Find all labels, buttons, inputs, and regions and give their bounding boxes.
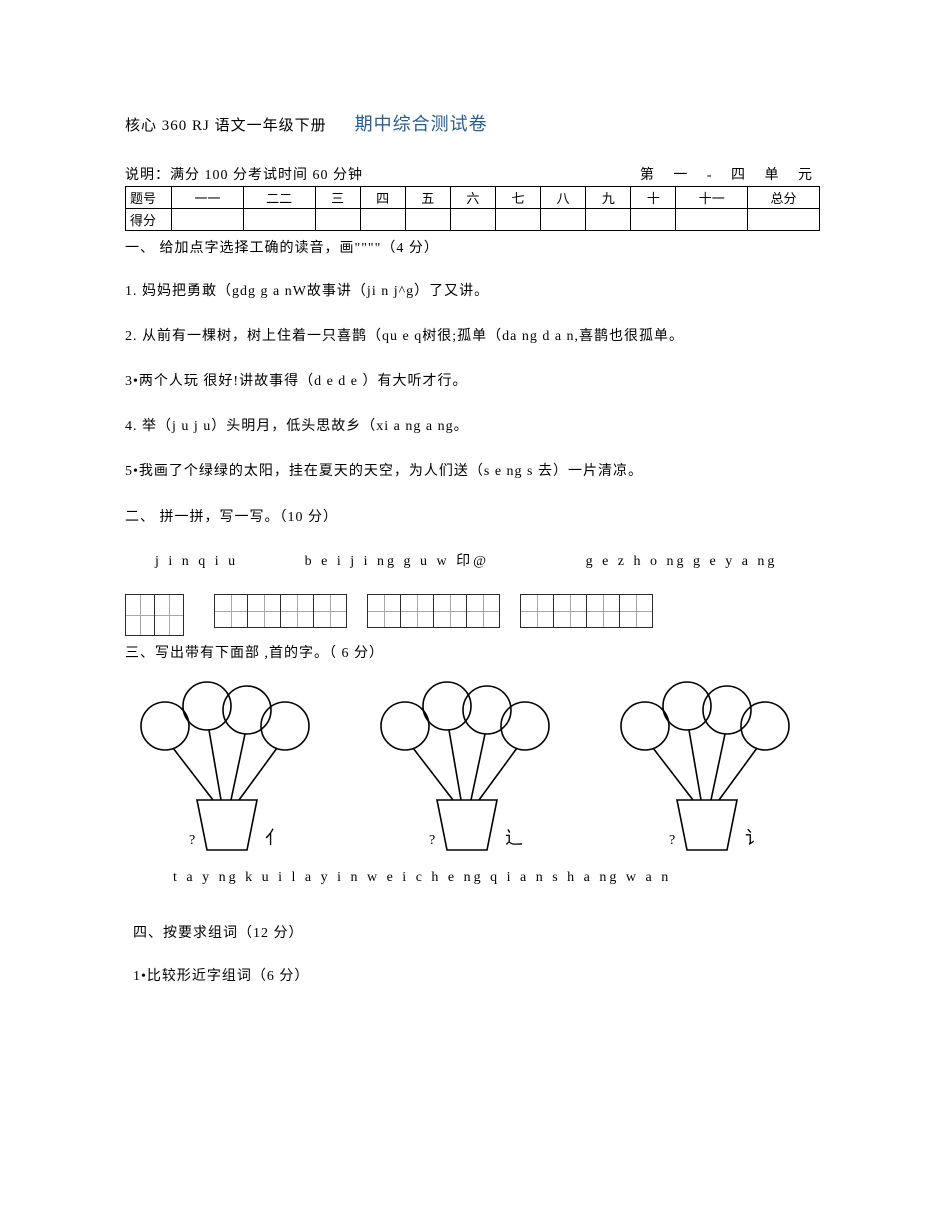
pinyin-c: g e z h o ng g e y a ng bbox=[586, 554, 778, 569]
q-mark: ? bbox=[189, 833, 195, 848]
col-cell: 六 bbox=[450, 187, 495, 209]
writing-grid bbox=[125, 594, 184, 636]
col-cell bbox=[172, 209, 244, 231]
col-cell bbox=[495, 209, 540, 231]
col-cell bbox=[631, 209, 676, 231]
q4-sub: 1•比较形近字组词（6 分） bbox=[133, 966, 820, 987]
desc-left: 说明：满分 100 分考试时间 60 分钟 bbox=[125, 164, 363, 184]
title-left: 核心 360 RJ 语文一年级下册 bbox=[125, 114, 327, 135]
q3-title: 三、写出带有下面部 ,首的字。（ 6 分） bbox=[125, 642, 820, 662]
pot-label: 讠 bbox=[745, 828, 763, 848]
score-table: 题号 一一 二二 三 四 五 六 七 八 九 十 十一 总分 得分 bbox=[125, 186, 820, 231]
table-row: 得分 bbox=[126, 209, 820, 231]
q2-title: 二、 拼一拼，写一写。（10 分） bbox=[125, 506, 820, 526]
desc-right: 第 一 - 四 单 元 bbox=[640, 164, 820, 184]
flower-pot-icon: ? 讠 bbox=[605, 680, 805, 860]
flower-pot-icon: ? 亻 bbox=[125, 680, 325, 860]
grid-cell bbox=[400, 594, 434, 628]
pinyin-a: j i n q i u bbox=[155, 554, 238, 569]
col-cell: 一一 bbox=[172, 187, 244, 209]
q1-item: 3•两个人玩 很好!讲故事得（d e d e ）有大听才行。 bbox=[125, 371, 820, 392]
row-label: 题号 bbox=[126, 187, 172, 209]
col-cell: 四 bbox=[360, 187, 405, 209]
pinyin-b: b e i j i ng g u w 印@ bbox=[305, 554, 489, 569]
col-cell bbox=[405, 209, 450, 231]
q2-pinyin: j i n q i u b e i j i ng g u w 印@ g e z … bbox=[155, 550, 820, 570]
grid-cell bbox=[619, 594, 653, 628]
writing-grid bbox=[367, 594, 500, 636]
q1-item: 4. 举（j u j u）头明月，低头思故乡（xi a ng a ng。 bbox=[125, 416, 820, 437]
header: 核心 360 RJ 语文一年级下册 期中综合测试卷 bbox=[125, 110, 820, 136]
grid-cell bbox=[125, 594, 155, 636]
col-cell bbox=[450, 209, 495, 231]
q-mark: ? bbox=[429, 833, 435, 848]
writing-grids bbox=[125, 594, 820, 636]
col-cell: 总分 bbox=[748, 187, 820, 209]
q1-title: 一、 给加点字选择工确的读音，画""""（4 分） bbox=[125, 237, 820, 257]
q1-item: 5•我画了个绿绿的太阳，挂在夏天的天空，为人们送（s e ng s 去）一片清凉… bbox=[125, 461, 820, 482]
grid-cell bbox=[214, 594, 248, 628]
col-cell: 十一 bbox=[676, 187, 748, 209]
grid-cell bbox=[520, 594, 554, 628]
col-cell: 八 bbox=[541, 187, 586, 209]
q4-title: 四、按要求组词（12 分） bbox=[133, 922, 820, 942]
table-row: 题号 一一 二二 三 四 五 六 七 八 九 十 十一 总分 bbox=[126, 187, 820, 209]
grid-cell bbox=[280, 594, 314, 628]
pots-row: ? 亻 ? 辶 ? 讠 bbox=[125, 680, 820, 860]
grid-cell bbox=[553, 594, 587, 628]
writing-grid bbox=[520, 594, 653, 636]
grid-cell bbox=[586, 594, 620, 628]
grid-cell bbox=[466, 594, 500, 628]
grid-cell bbox=[313, 594, 347, 628]
grid-cell bbox=[247, 594, 281, 628]
grid-cell bbox=[367, 594, 401, 628]
q1-item: 1. 妈妈把勇敢（gdg g a nW故事讲（ji n j^g）了又讲。 bbox=[125, 281, 820, 302]
q1-item: 2. 从前有一棵树，树上住着一只喜鹊（qu e q树很;孤单（da ng d a… bbox=[125, 326, 820, 347]
col-cell: 三 bbox=[315, 187, 360, 209]
col-cell bbox=[676, 209, 748, 231]
grid-cell bbox=[433, 594, 467, 628]
pot-label: 辶 bbox=[505, 828, 523, 848]
col-cell bbox=[360, 209, 405, 231]
pot-label: 亻 bbox=[265, 828, 283, 848]
flower-pot-icon: ? 辶 bbox=[365, 680, 565, 860]
col-cell bbox=[586, 209, 631, 231]
q-mark: ? bbox=[669, 833, 675, 848]
q3-pinyin: t a y ng k u i l a y i n w e i c h e ng … bbox=[173, 870, 820, 886]
grid-cell bbox=[154, 594, 184, 636]
col-cell: 五 bbox=[405, 187, 450, 209]
description-row: 说明：满分 100 分考试时间 60 分钟 第 一 - 四 单 元 bbox=[125, 164, 820, 184]
col-cell: 七 bbox=[495, 187, 540, 209]
writing-grid bbox=[214, 594, 347, 636]
col-cell: 二二 bbox=[243, 187, 315, 209]
col-cell: 十 bbox=[631, 187, 676, 209]
col-cell bbox=[541, 209, 586, 231]
title-right: 期中综合测试卷 bbox=[355, 110, 488, 136]
col-cell bbox=[748, 209, 820, 231]
col-cell bbox=[315, 209, 360, 231]
col-cell: 九 bbox=[586, 187, 631, 209]
row-label: 得分 bbox=[126, 209, 172, 231]
col-cell bbox=[243, 209, 315, 231]
